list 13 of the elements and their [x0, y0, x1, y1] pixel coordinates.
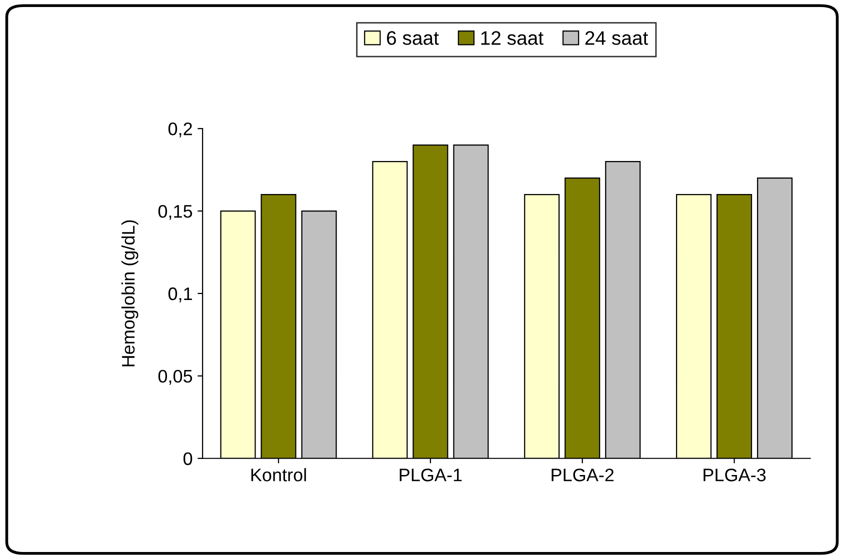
y-tick-label: 0,1 — [168, 287, 192, 302]
y-tick-label: 0,2 — [168, 122, 192, 138]
y-axis-title: Hemoglobin (g/dL) — [121, 220, 138, 366]
x-tick-label: PLGA-2 — [552, 468, 614, 482]
x-tick-label: PLGA-1 — [400, 468, 462, 482]
x-tick-label: PLGA-3 — [704, 468, 766, 482]
y-tick-label: 0,05 — [158, 370, 192, 385]
legend-label: 24 saat — [585, 31, 648, 45]
y-tick-label: 0,15 — [158, 204, 192, 220]
y-tick-label: 0 — [184, 452, 192, 466]
legend-label: 12 saat — [481, 31, 544, 45]
x-tick-label: Kontrol — [251, 468, 306, 482]
legend-label: 6 saat — [386, 31, 439, 45]
